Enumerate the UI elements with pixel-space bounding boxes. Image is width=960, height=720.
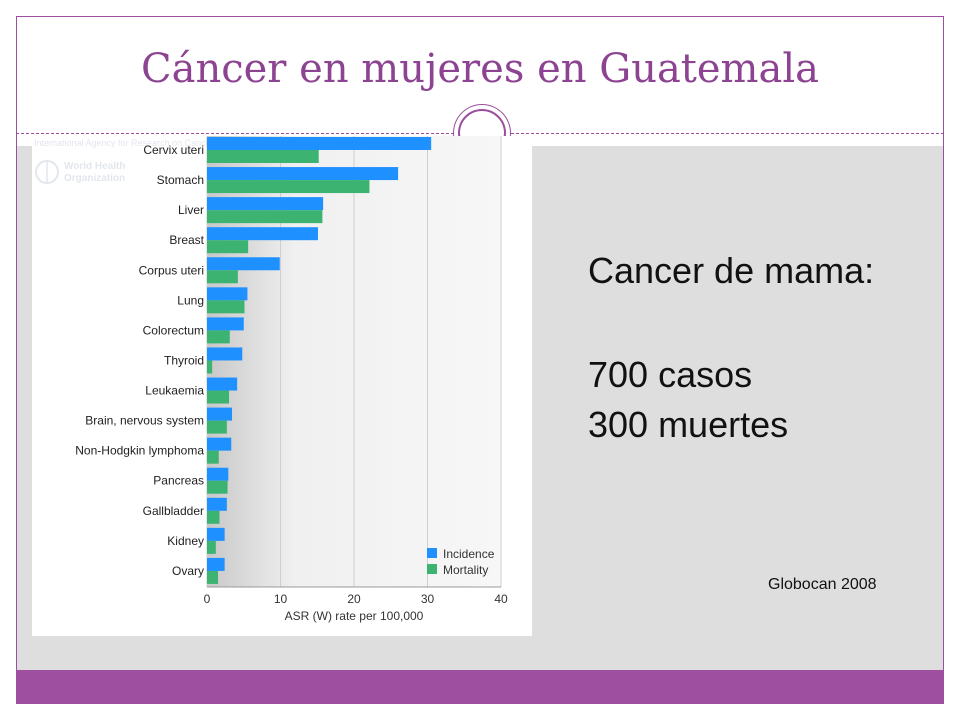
category-label: Cervix uteri — [143, 143, 204, 157]
bar-mortality — [207, 420, 227, 434]
category-labels: Cervix uteri Stomach Liver Breast Corpus ute… — [75, 143, 204, 578]
bar-incidence — [207, 527, 225, 541]
legend-label: Mortality — [443, 563, 488, 577]
bar-incidence — [207, 377, 238, 391]
who-name-line2: Organization — [64, 173, 125, 184]
bar-incidence — [207, 287, 248, 301]
bar-mortality — [207, 360, 213, 374]
category-label: Thyroid — [164, 353, 204, 367]
bar-mortality — [207, 540, 216, 554]
breast-cancer-heading: Cancer de mama: — [588, 250, 875, 291]
x-tick-label: 20 — [347, 592, 361, 606]
legend-swatch — [427, 564, 437, 574]
bar-mortality — [207, 300, 245, 314]
iarc-agency-text: International Agency for Research on Can… — [34, 138, 214, 148]
bar-mortality — [207, 180, 370, 194]
bar-mortality — [207, 330, 230, 344]
bar-mortality — [207, 570, 219, 584]
footer-bar — [17, 670, 943, 704]
bar-mortality — [207, 450, 219, 464]
bar-incidence — [207, 257, 280, 271]
source-citation: Globocan 2008 — [768, 576, 877, 593]
chart-container: International Agency for Research on Can… — [32, 136, 532, 636]
category-label: Ovary — [172, 564, 204, 578]
slide-frame-top — [16, 16, 944, 17]
iarc-logo: International Agency for Research on Can… — [34, 138, 214, 184]
x-axis-label: ASR (W) rate per 100,000 — [285, 609, 424, 623]
bar-incidence — [207, 497, 227, 511]
category-label: Pancreas — [153, 474, 204, 488]
x-tick-label: 0 — [204, 592, 211, 606]
breast-cancer-deaths: 300 muertes — [588, 404, 789, 445]
slide-frame-left — [16, 16, 17, 704]
x-tick-labels: 0 10 20 30 40 — [204, 592, 508, 606]
bars — [207, 137, 432, 584]
legend: Incidence Mortality — [427, 547, 495, 577]
slide-frame-right — [943, 16, 944, 704]
category-label: Breast — [169, 233, 204, 247]
category-label: Brain, nervous system — [85, 414, 204, 428]
category-label: Lung — [177, 293, 204, 307]
legend-swatch — [427, 548, 437, 558]
bar-incidence — [207, 347, 243, 361]
bar-incidence — [207, 137, 432, 150]
bar-incidence — [207, 167, 399, 181]
bar-mortality — [207, 510, 220, 524]
bar-mortality — [207, 240, 249, 254]
category-label: Colorectum — [143, 323, 204, 337]
category-label: Leukaemia — [145, 384, 204, 398]
bar-mortality — [207, 270, 238, 284]
bar-incidence — [207, 437, 232, 451]
category-label: Kidney — [167, 534, 204, 548]
x-tick-label: 40 — [494, 592, 508, 606]
category-label: Stomach — [157, 173, 204, 187]
who-name-line1: World Health — [64, 161, 125, 172]
bar-incidence — [207, 317, 244, 331]
bar-mortality — [207, 390, 230, 404]
bar-chart: International Agency for Research on Can… — [34, 136, 508, 623]
x-tick-label: 30 — [421, 592, 435, 606]
bar-incidence — [207, 227, 318, 241]
slide-title: Cáncer en mujeres en Guatemala — [141, 46, 819, 92]
category-label: Gallbladder — [143, 504, 204, 518]
bar-incidence — [207, 557, 225, 571]
category-label: Liver — [178, 203, 204, 217]
legend-label: Incidence — [443, 547, 495, 561]
category-label: Corpus uteri — [139, 263, 204, 277]
bar-mortality — [207, 150, 319, 163]
category-label: Non-Hodgkin lymphoma — [75, 444, 204, 458]
breast-cancer-cases: 700 casos — [588, 354, 753, 395]
bar-mortality — [207, 480, 228, 494]
bar-incidence — [207, 407, 232, 421]
who-emblem-icon — [35, 160, 59, 184]
bar-incidence — [207, 467, 229, 481]
bar-mortality — [207, 210, 323, 224]
bar-incidence — [207, 197, 324, 211]
x-tick-label: 10 — [274, 592, 288, 606]
